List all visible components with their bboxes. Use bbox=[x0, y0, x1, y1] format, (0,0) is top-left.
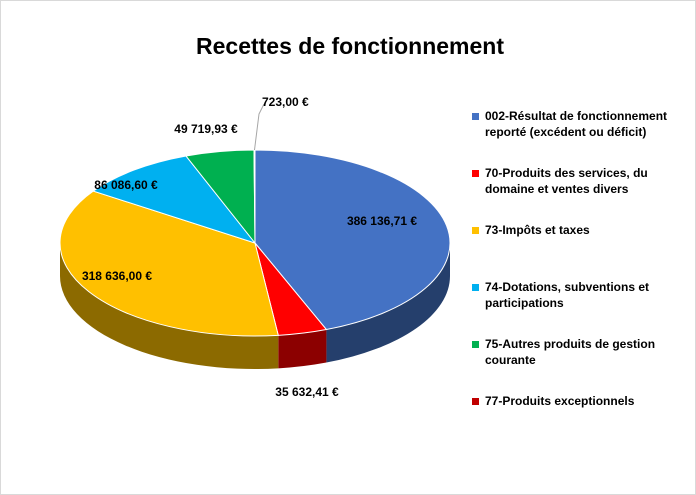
slice bbox=[92, 155, 257, 244]
slice-side bbox=[326, 243, 450, 363]
legend-swatch bbox=[472, 341, 479, 348]
legend-label: 74-Dotations, subventions et participati… bbox=[485, 280, 650, 310]
data-label: 86 086,60 € bbox=[94, 178, 158, 192]
legend-label: 002-Résultat de fonctionnement reporté (… bbox=[485, 109, 668, 139]
legend-swatch bbox=[472, 227, 479, 234]
legend-label: 77-Produits exceptionnels bbox=[485, 394, 635, 408]
legend-swatch bbox=[472, 170, 479, 177]
chart-title: Recettes de fonctionnement bbox=[196, 33, 504, 59]
legend-item: 74-Dotations, subventions et participati… bbox=[472, 279, 690, 336]
legend-item: 73-Impôts et taxes bbox=[472, 222, 690, 279]
slice-side bbox=[60, 243, 279, 369]
slice bbox=[254, 149, 451, 331]
legend-item: 77-Produits exceptionnels bbox=[472, 393, 690, 450]
legend-item: 002-Résultat de fonctionnement reporté (… bbox=[472, 108, 690, 165]
legend-label: 75-Autres produits de gestion courante bbox=[485, 337, 656, 367]
data-label: 723,00 € bbox=[262, 95, 309, 109]
data-label: 318 636,00 € bbox=[82, 269, 152, 283]
legend-swatch bbox=[472, 113, 479, 120]
slice-side bbox=[278, 329, 327, 369]
legend-swatch bbox=[472, 284, 479, 291]
data-label: 49 719,93 € bbox=[174, 122, 238, 136]
legend-item: 75-Autres produits de gestion courante bbox=[472, 336, 690, 393]
data-label: 35 632,41 € bbox=[275, 385, 339, 399]
data-label: 386 136,71 € bbox=[347, 214, 417, 228]
legend-label: 73-Impôts et taxes bbox=[485, 223, 590, 237]
legend-label: 70-Produits des services, du domaine et … bbox=[485, 166, 648, 196]
slice bbox=[59, 190, 279, 337]
legend-item: 70-Produits des services, du domaine et … bbox=[472, 165, 690, 222]
legend: 002-Résultat de fonctionnement reporté (… bbox=[472, 108, 690, 450]
leader-line bbox=[253, 103, 265, 151]
legend-swatch bbox=[472, 398, 479, 405]
